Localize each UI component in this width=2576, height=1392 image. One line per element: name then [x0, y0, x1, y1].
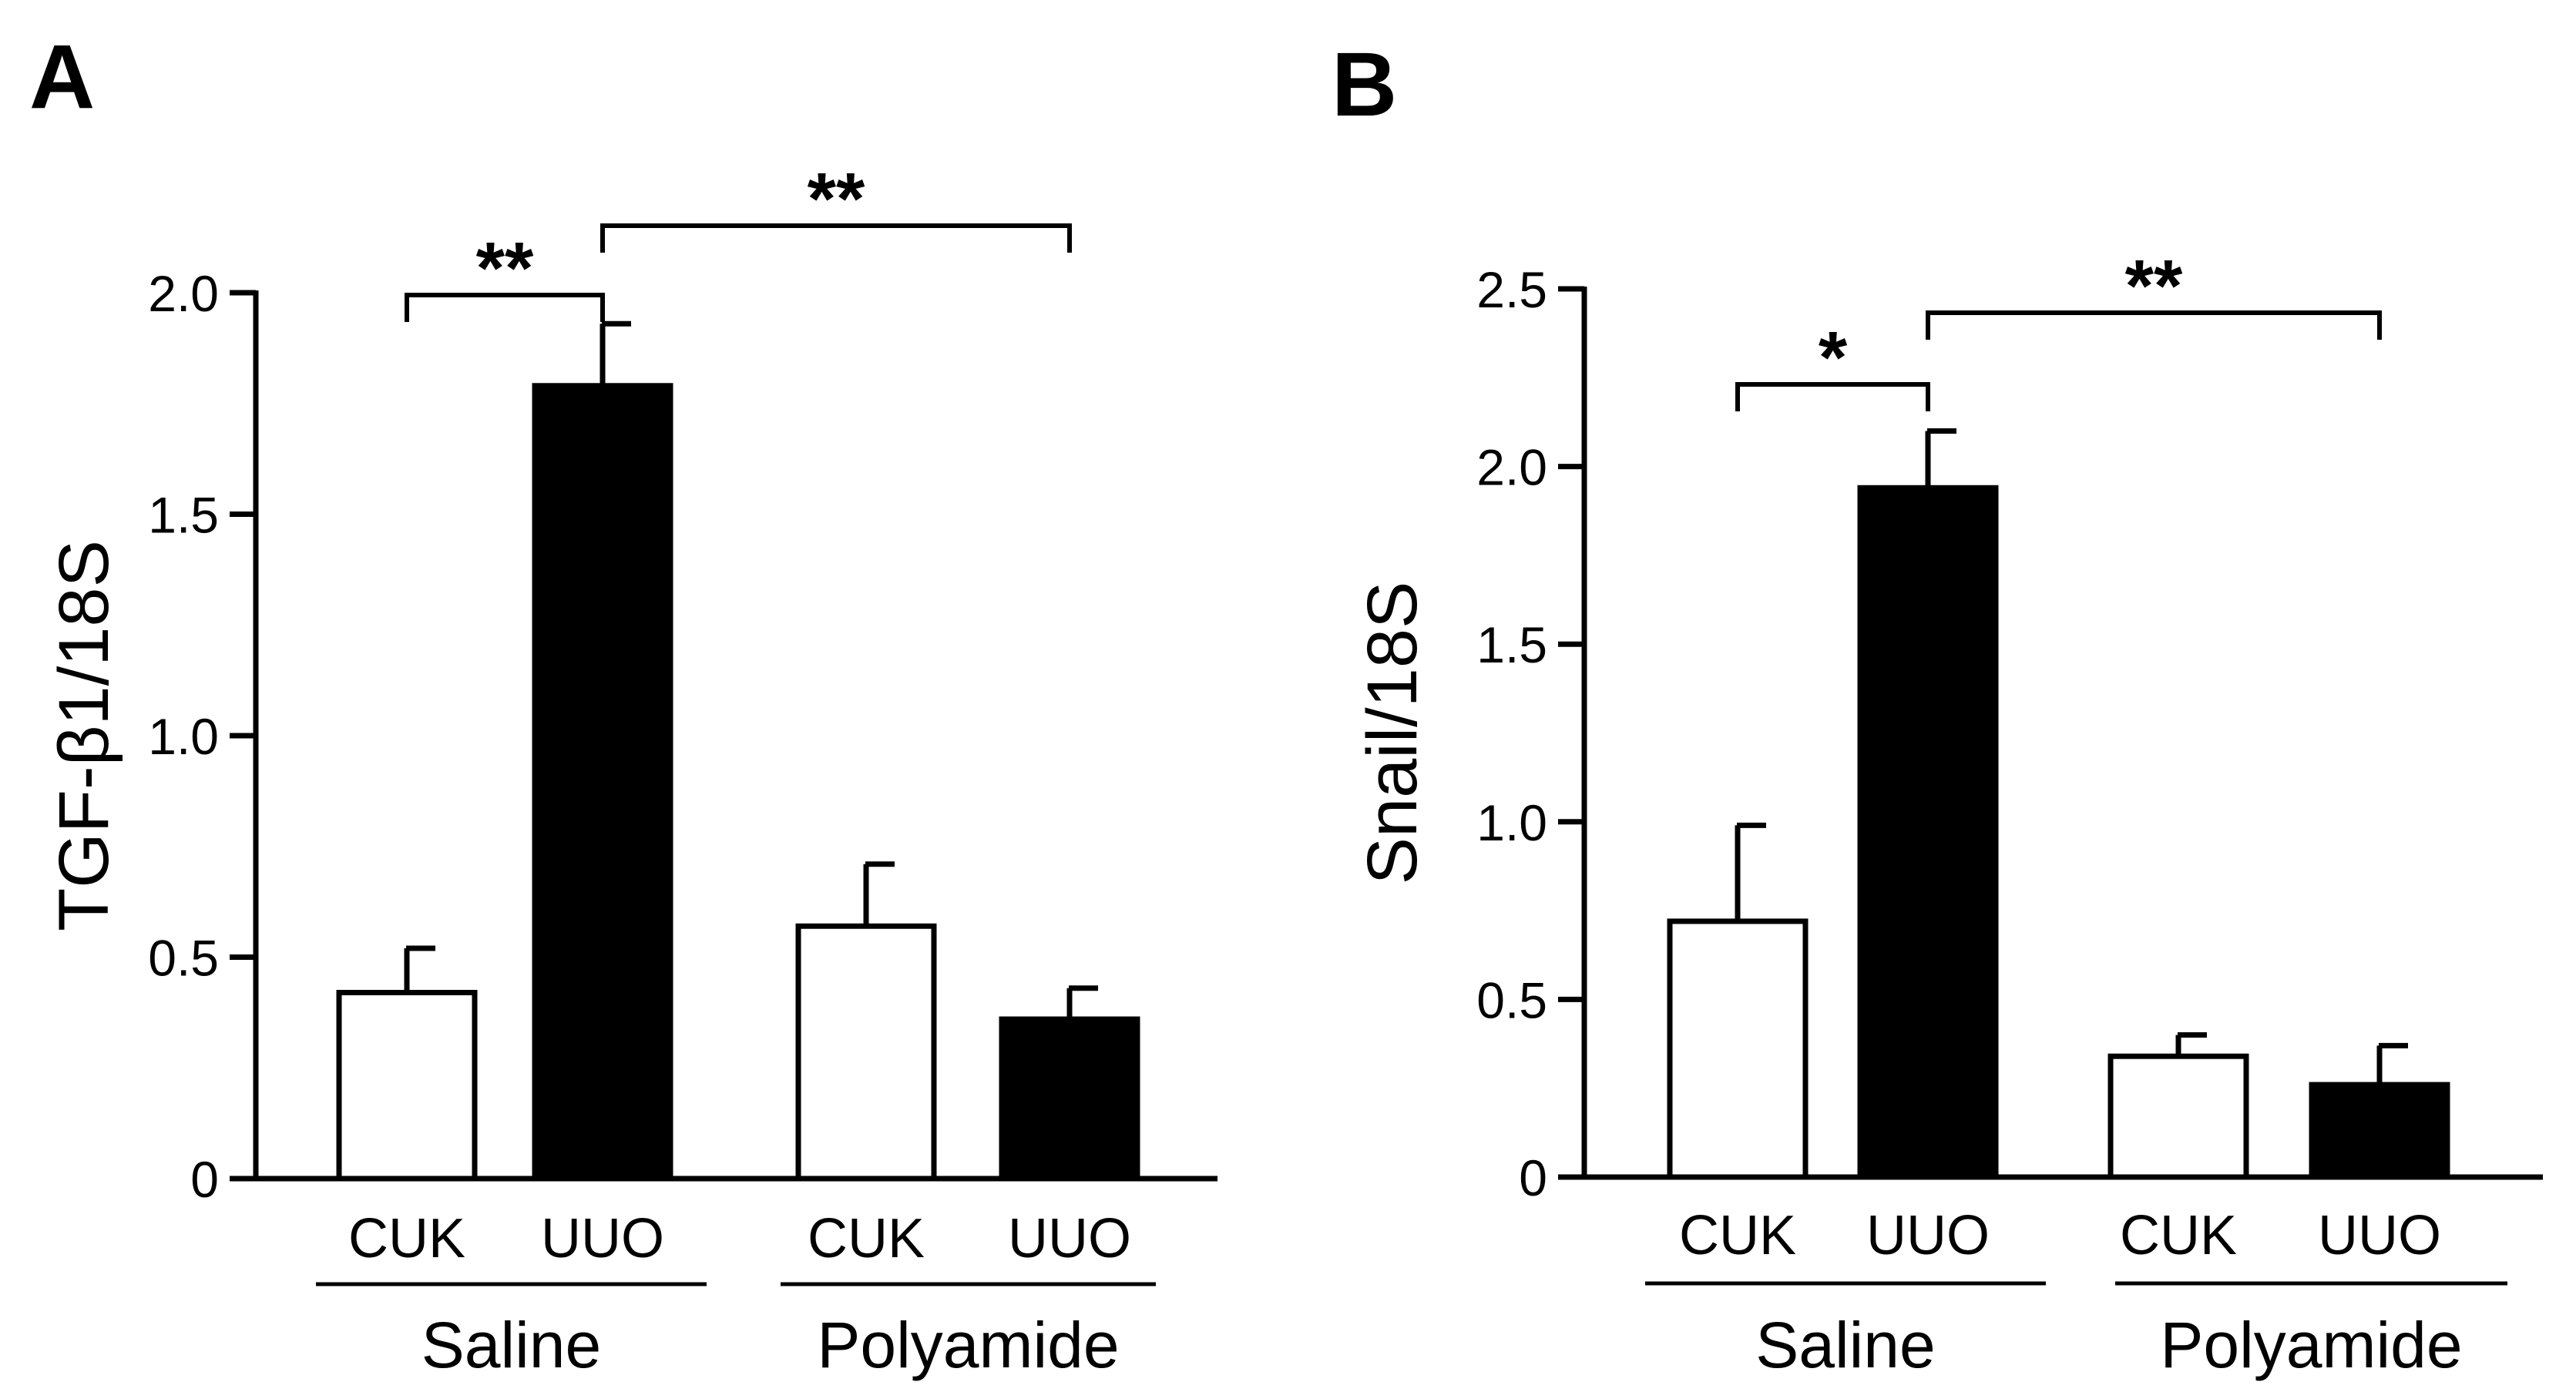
significance-bracket [600, 223, 1072, 253]
x-category-label: CUK [1679, 1205, 1796, 1266]
significance-bracket [1926, 310, 2382, 340]
group-label: Saline [421, 1309, 602, 1381]
y-tick-label: 0.5 [148, 930, 219, 987]
y-tick-label: 0 [1519, 1149, 1547, 1206]
significance-bracket [405, 293, 605, 322]
bar-saline-cuk [336, 990, 478, 1182]
y-tick-label: 0 [190, 1151, 219, 1208]
bar-polyamide-cuk [2107, 1053, 2249, 1180]
bar-saline-uuo [532, 383, 673, 1182]
significance-label: * [1819, 317, 1848, 399]
y-tick-label: 2.0 [1476, 439, 1547, 496]
y-axis-label: Snail/18S [1353, 582, 1432, 885]
bar-saline-uuo [1857, 485, 1999, 1180]
x-category-label: UUO [1008, 1208, 1131, 1270]
y-tick-label: 2.5 [1476, 261, 1547, 318]
significance-label: ** [2125, 245, 2183, 327]
group-label: Polyamide [817, 1309, 1119, 1381]
y-tick-label: 2.0 [148, 265, 219, 322]
chart-panel-a: A 0 0.5 1.0 1.5 2.0 TGF-β1/18S CUK UUO CUK UUO Sali… [29, 26, 1217, 1381]
bar-polyamide-uuo [2309, 1082, 2450, 1180]
x-category-label: UUO [541, 1208, 664, 1270]
significance-label: ** [808, 158, 865, 240]
y-tick-label: 1.5 [1476, 616, 1547, 673]
x-category-label: CUK [808, 1208, 925, 1270]
y-tick-label: 1.0 [148, 708, 219, 765]
chart-panel-b: B 0 0.5 1.0 1.5 2.0 2.5 Snail/18S CUK UUO CUK UUO Sa… [1332, 34, 2543, 1381]
panel-label: B [1332, 34, 1397, 136]
x-category-label: CUK [348, 1208, 465, 1270]
y-tick-label: 1.5 [148, 487, 219, 544]
y-tick-label: 1.0 [1476, 794, 1547, 851]
y-tick-label: 0.5 [1476, 971, 1547, 1028]
group-label: Saline [1755, 1309, 1936, 1381]
significance-label: ** [476, 227, 534, 310]
group-label: Polyamide [2160, 1309, 2462, 1381]
bar-polyamide-cuk [795, 923, 937, 1182]
panel-label: A [29, 26, 95, 128]
x-category-label: UUO [2318, 1205, 2441, 1266]
significance-bracket [1735, 382, 1930, 411]
x-category-label: UUO [1866, 1205, 1990, 1266]
x-category-label: CUK [2120, 1205, 2237, 1266]
bar-polyamide-uuo [999, 1016, 1140, 1182]
bar-saline-cuk [1667, 918, 1809, 1180]
y-axis-label: TGF-β1/18S [45, 540, 123, 931]
